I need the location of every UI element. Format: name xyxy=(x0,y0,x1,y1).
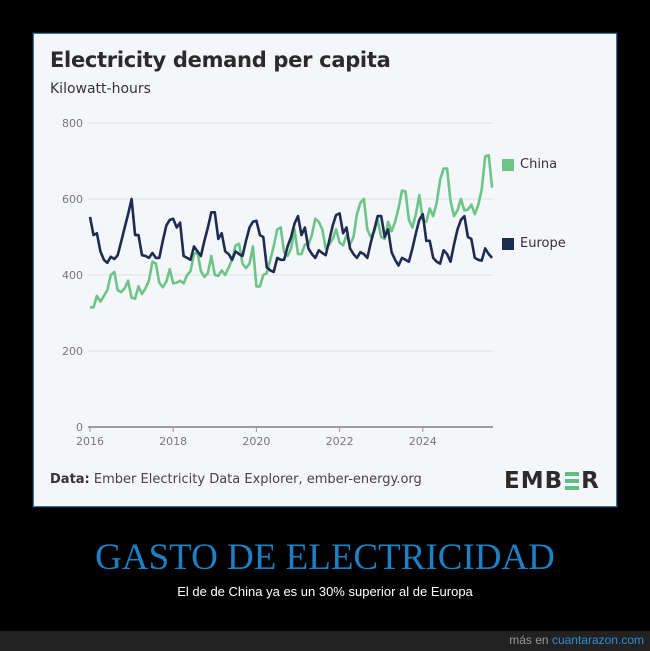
ember-logo: EMB R xyxy=(504,468,600,494)
series-line-europe xyxy=(88,197,494,274)
line-chart: 0 200 400 600 800 2016 2018 2020 2022 2024 xyxy=(62,117,494,448)
legend-swatch-china xyxy=(502,158,514,171)
y-tick-label: 600 xyxy=(62,193,83,206)
chart-card: Electricity demand per capita Kilowatt-h… xyxy=(33,33,617,507)
x-tick-label: 2018 xyxy=(159,435,187,448)
y-tick-label: 800 xyxy=(62,117,83,130)
source-text: Ember Electricity Data Explorer, ember-e… xyxy=(93,472,422,487)
x-tick-label: 2016 xyxy=(76,435,104,448)
legend-label-europe: Europe xyxy=(520,236,566,251)
x-tick-label: 2022 xyxy=(326,435,354,448)
y-tick-label: 200 xyxy=(62,345,83,358)
y-tick-label: 400 xyxy=(62,269,83,282)
site-footer: más en cuantarazon.com xyxy=(0,631,650,651)
more-link[interactable]: más en cuantarazon.com xyxy=(509,633,644,647)
chart-subtitle: Kilowatt-hours xyxy=(50,81,151,97)
post-caption: El de de China ya es un 30% superior al … xyxy=(177,584,473,599)
legend-europe: Europe xyxy=(502,236,566,251)
data-source: Data: Ember Electricity Data Explorer, e… xyxy=(50,472,422,487)
post-headline: GASTO DE ELECTRICIDAD xyxy=(95,537,555,578)
footer-prefix: más en xyxy=(509,633,549,647)
x-tick-label: 2024 xyxy=(409,435,437,448)
source-label: Data: xyxy=(50,472,90,487)
logo-e-bars xyxy=(565,472,580,490)
legend-label-china: China xyxy=(520,157,558,172)
legend-swatch-europe xyxy=(502,237,514,250)
series-line-china xyxy=(90,154,494,309)
chart-title: Electricity demand per capita xyxy=(50,48,391,72)
y-tick-label: 0 xyxy=(76,421,83,434)
footer-site-link[interactable]: cuantarazon.com xyxy=(551,633,644,647)
x-tick-label: 2020 xyxy=(242,435,270,448)
legend-china: China xyxy=(502,157,557,172)
